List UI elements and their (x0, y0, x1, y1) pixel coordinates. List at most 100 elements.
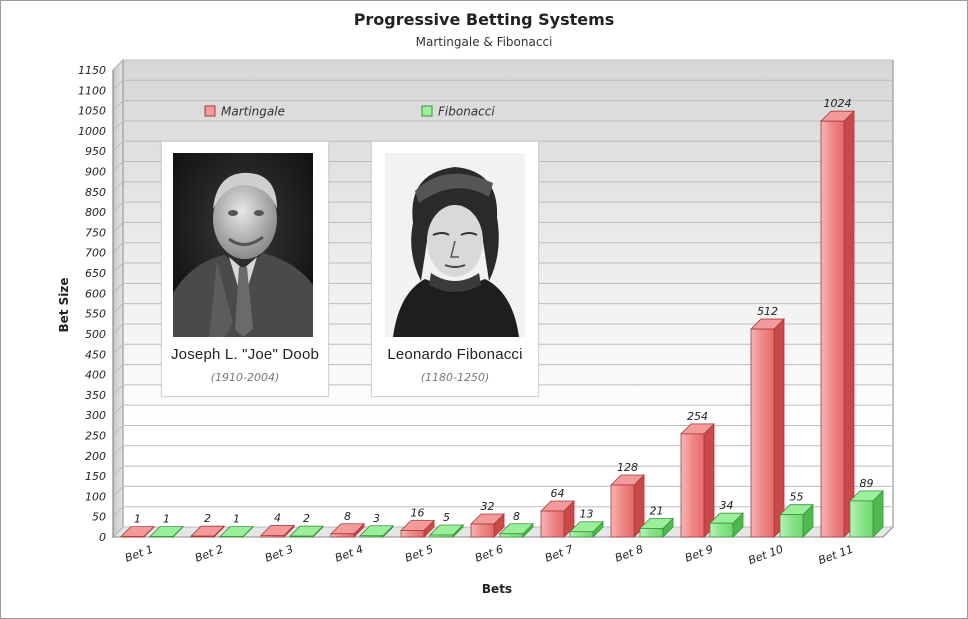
y-tick-label: 1050 (78, 105, 106, 118)
bar-fibonacci-11 (849, 489, 884, 538)
bar-martingale-3 (260, 524, 295, 538)
bar-fibonacci-2 (219, 525, 254, 538)
bar-fibonacci-9 (709, 512, 744, 538)
y-tick-label: 100 (85, 490, 106, 503)
doob-years: (1910-2004) (210, 371, 280, 384)
x-tick-label: Bet 8 (613, 543, 645, 565)
y-tick-label: 600 (85, 287, 106, 300)
data-label-martingale: 1024 (824, 97, 852, 110)
y-tick-label: 950 (85, 145, 106, 158)
gridline (112, 303, 893, 315)
data-label-fibonacci: 3 (373, 512, 380, 525)
bar-martingale-7 (540, 500, 575, 538)
x-tick-label: Bet 2 (193, 543, 225, 565)
data-label-fibonacci: 55 (790, 491, 804, 504)
x-tick-label: Bet 9 (683, 543, 715, 565)
data-label-fibonacci: 13 (580, 508, 594, 521)
data-label-martingale: 254 (687, 410, 708, 423)
y-tick-label: 50 (92, 511, 106, 524)
y-tick-label: 0 (99, 531, 106, 544)
gridline (112, 445, 893, 457)
y-tick-label: 550 (85, 308, 106, 321)
bar-martingale-8 (610, 474, 645, 538)
y-axis-title: Bet Size (57, 277, 71, 332)
y-tick-label: 800 (85, 206, 106, 219)
fibonacci-years: (1180-1250) (420, 371, 490, 384)
gridline (112, 262, 893, 274)
data-label-fibonacci: 34 (720, 499, 734, 512)
bar-martingale-2 (190, 525, 225, 538)
fibonacci-portrait-card: Leonardo Fibonacci (1180-1250) (371, 141, 539, 397)
gridline (112, 424, 893, 436)
legend-swatch-martingale (204, 105, 216, 117)
gridline (112, 242, 893, 254)
y-tick-label: 700 (85, 247, 106, 260)
x-tick-label: Bet 11 (817, 543, 855, 568)
gridline (112, 181, 893, 193)
x-tick-label: Bet 4 (333, 543, 365, 565)
data-label-fibonacci: 1 (163, 513, 170, 526)
x-axis-title: Bets (482, 582, 512, 596)
gridline (112, 343, 893, 355)
data-label-martingale: 32 (481, 500, 495, 513)
bar-fibonacci-6 (499, 522, 534, 538)
fibonacci-name: Leonardo Fibonacci (387, 346, 523, 363)
data-label-martingale: 512 (757, 305, 778, 318)
data-label-martingale: 2 (204, 512, 211, 525)
gridline (112, 140, 893, 152)
gridline (112, 282, 893, 294)
bar-fibonacci-4 (359, 524, 394, 538)
y-tick-label: 1100 (78, 84, 106, 97)
data-label-martingale: 1 (134, 513, 141, 526)
data-label-martingale: 64 (551, 487, 565, 500)
gridline (112, 404, 893, 416)
y-tick-label: 250 (85, 429, 106, 442)
legend-swatch-fibonacci (421, 105, 433, 117)
data-label-martingale: 4 (274, 511, 281, 524)
legend-label-martingale: Martingale (221, 105, 285, 119)
y-tick-label: 450 (85, 348, 106, 361)
gridline (112, 161, 893, 172)
bar-martingale-6 (470, 513, 505, 538)
data-label-fibonacci: 21 (650, 504, 664, 517)
y-tick-label: 300 (85, 409, 106, 422)
bar-martingale-5 (400, 519, 435, 538)
bar-martingale-1 (120, 525, 155, 538)
y-tick-label: 900 (85, 166, 106, 179)
chart-side-wall (112, 58, 124, 539)
y-tick-label: 350 (85, 389, 106, 402)
bar-fibonacci-7 (569, 520, 604, 538)
data-label-fibonacci: 8 (513, 510, 520, 523)
y-tick-label: 150 (85, 470, 106, 483)
data-label-fibonacci: 89 (860, 477, 874, 490)
data-label-fibonacci: 1 (233, 513, 240, 526)
y-tick-label: 850 (85, 186, 106, 199)
data-label-martingale: 16 (411, 507, 425, 520)
data-label-martingale: 128 (617, 461, 638, 474)
bar-fibonacci-8 (639, 517, 674, 538)
bar-martingale-11 (820, 110, 855, 538)
gridline (112, 384, 893, 396)
y-tick-label: 1150 (78, 64, 106, 77)
doob-name: Joseph L. "Joe" Doob (170, 346, 320, 363)
y-tick-label: 650 (85, 267, 106, 280)
gridline (112, 364, 893, 375)
x-tick-label: Bet 5 (403, 543, 435, 565)
doob-portrait-card: Joseph L. "Joe" Doob (1910-2004) (161, 141, 329, 397)
doob-photo (173, 153, 313, 337)
y-tick-label: 1000 (78, 125, 106, 138)
x-tick-label: Bet 3 (263, 543, 295, 565)
gridline (112, 323, 893, 335)
bar-martingale-4 (330, 522, 365, 538)
x-tick-label: Bet 7 (543, 543, 575, 565)
x-tick-label: Bet 10 (747, 543, 785, 568)
y-tick-label: 200 (85, 450, 106, 463)
y-tick-label: 400 (85, 369, 106, 382)
x-tick-label: Bet 6 (473, 543, 505, 565)
data-label-fibonacci: 2 (303, 512, 310, 525)
y-tick-label: 500 (85, 328, 106, 341)
bar-fibonacci-5 (429, 524, 464, 538)
fibonacci-engraving (385, 153, 525, 337)
gridline (112, 120, 893, 132)
gridline (112, 100, 893, 111)
